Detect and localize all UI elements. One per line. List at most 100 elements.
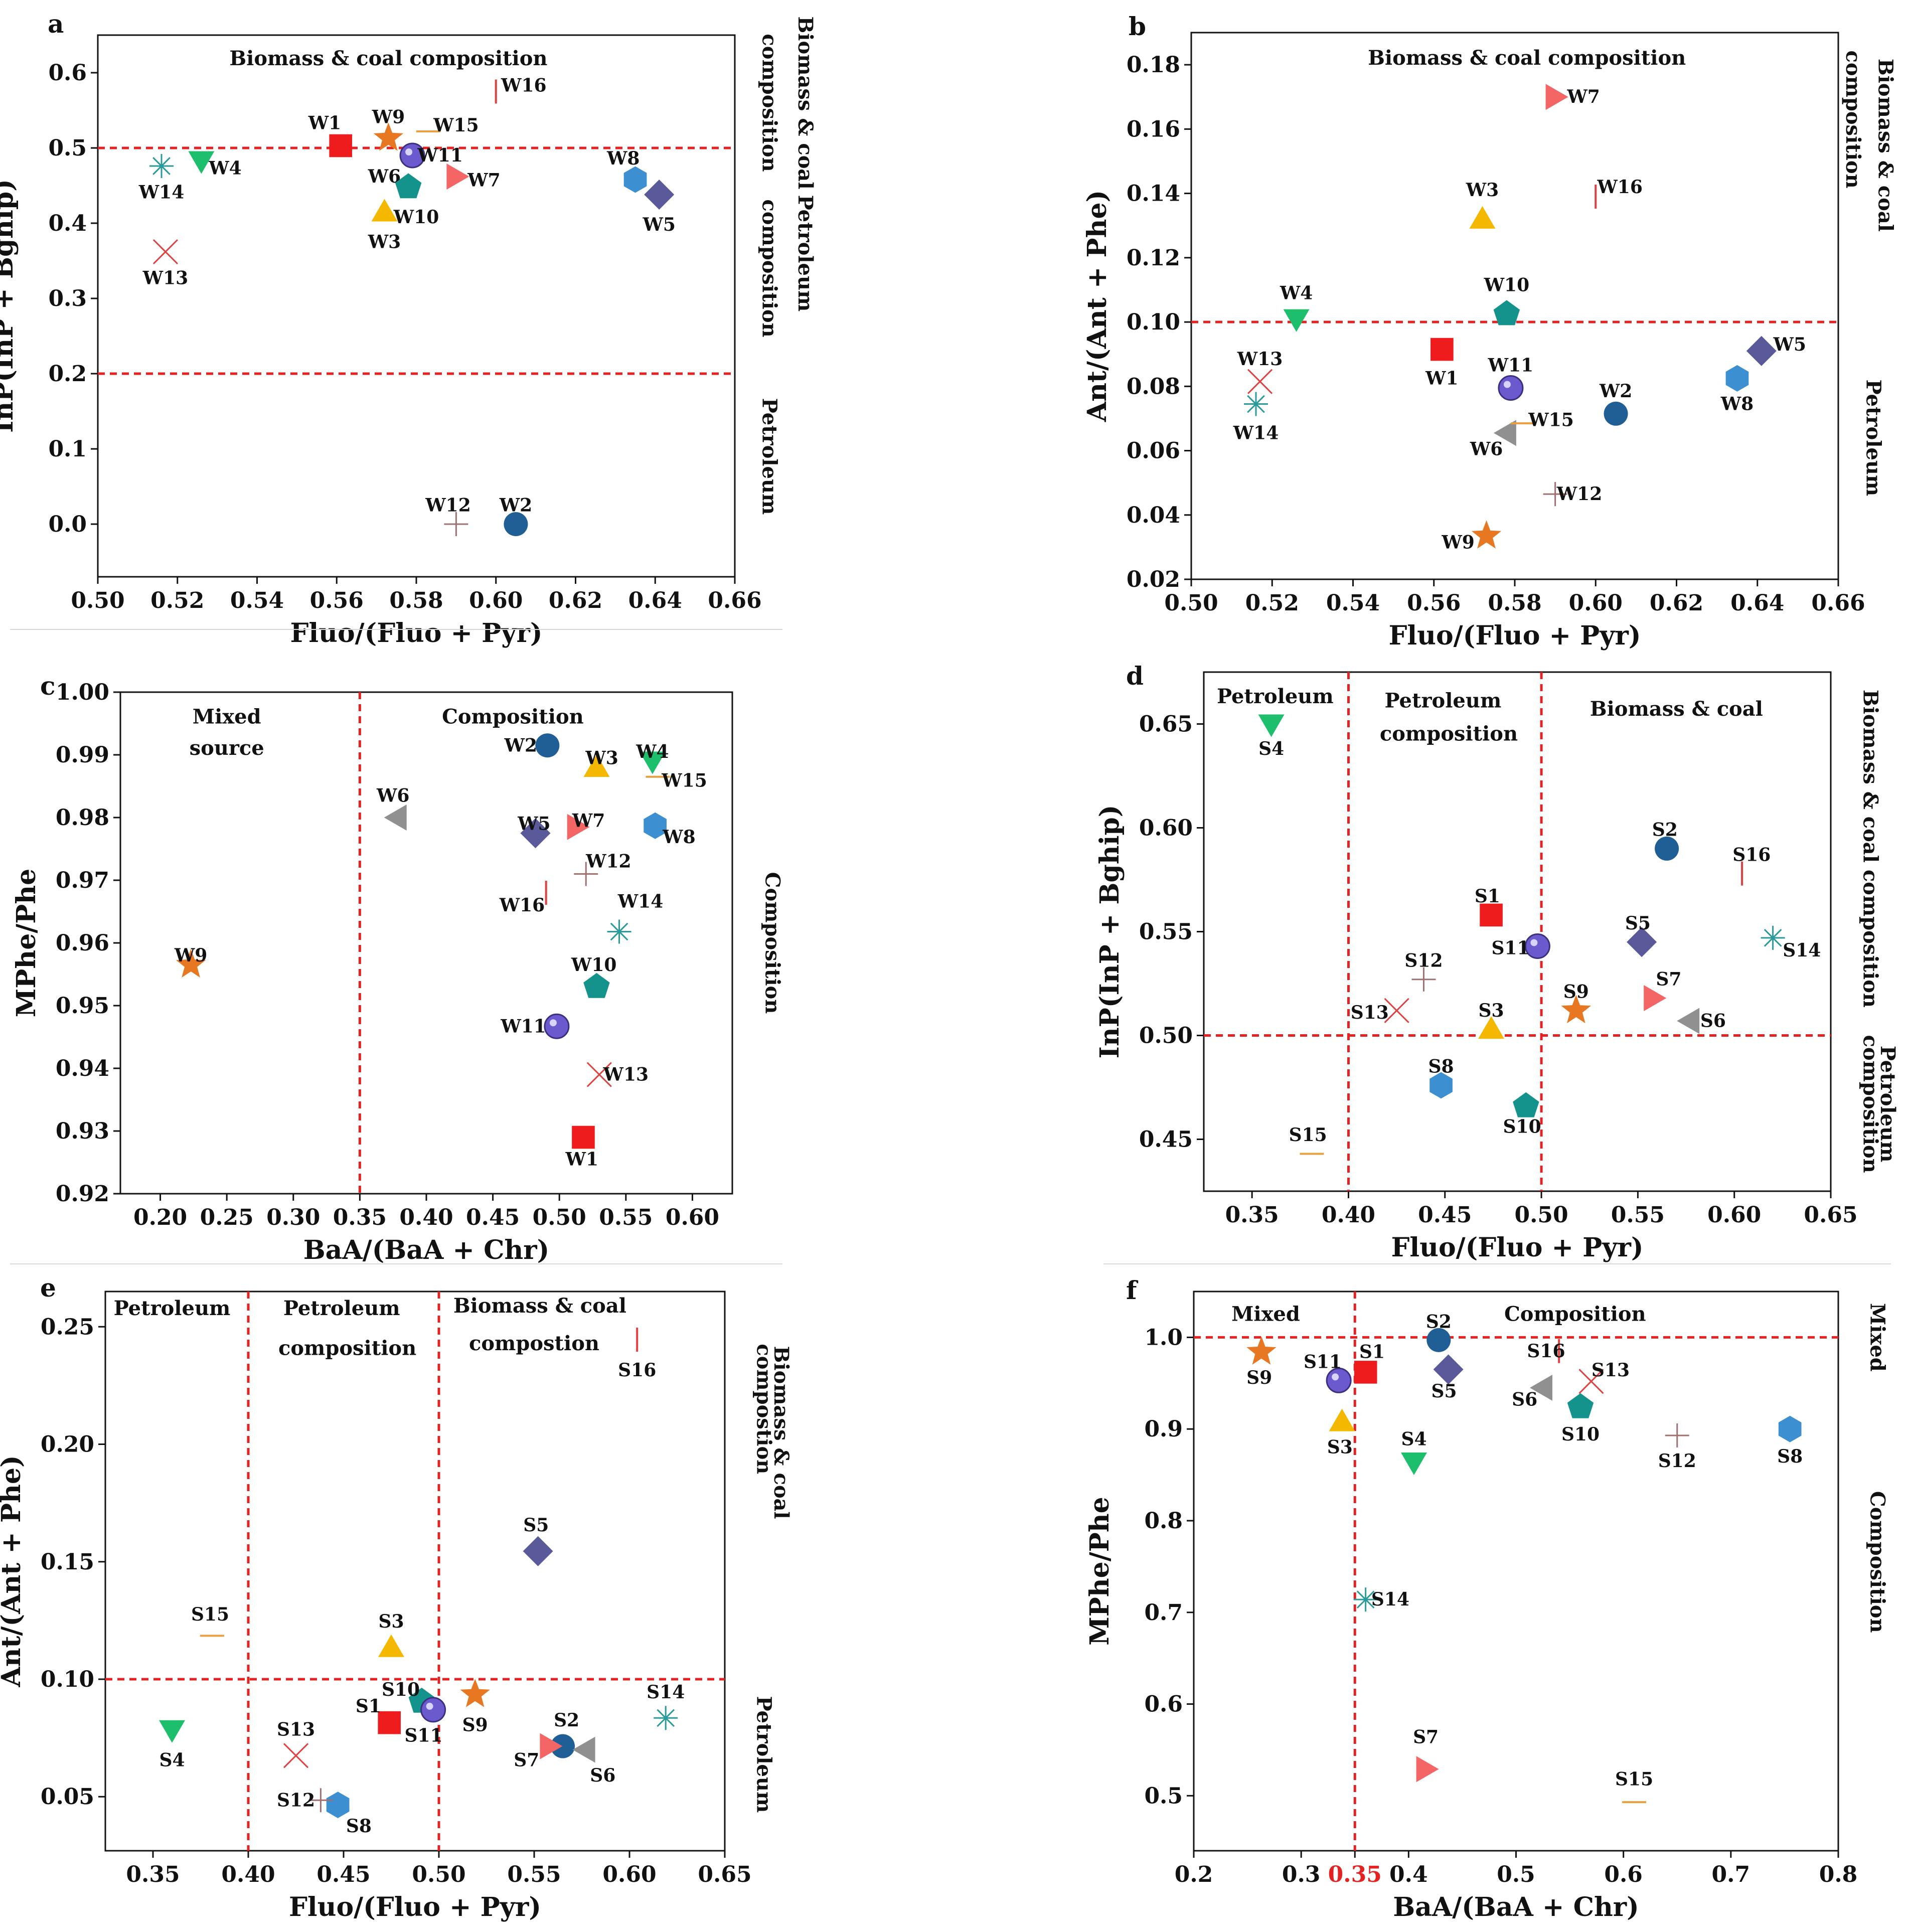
y-tick-label: 0.14 [1127,181,1180,207]
point-marker [373,122,404,151]
point-label: W15 [661,770,707,791]
data-point-s15: S15 [1615,1768,1653,1804]
data-point-s6: S6 [572,1736,615,1786]
point-label: S2 [554,1710,579,1731]
point-marker-highlight [549,1019,557,1027]
x-tick-label: 0.50 [412,1862,465,1887]
x-tick-label: 0.64 [628,588,682,613]
x-tick-label: 0.35 [1225,1202,1279,1228]
data-point-w10: W10 [393,173,439,228]
panel-e: e 0.35 0.40 0.45 0.50 0.55 0.60 0.65 0.05 0.10 0.1… [0,1273,793,1922]
x-tick-label: 0.50 [1514,1202,1568,1228]
x-tick-label: 0.4 [1389,1862,1428,1887]
x-tick-label: 0.60 [602,1862,656,1887]
data-point-s11: S11 [405,1697,446,1746]
point-label: S1 [356,1696,381,1717]
point-marker [399,142,425,169]
data-point-w3: W3 [1466,180,1499,229]
data-point-w4: W4 [188,151,242,179]
data-point-s14: S14 [1761,925,1821,961]
data-point-w15: W15 [1511,410,1574,431]
y-tick-label: 0.05 [41,1784,94,1810]
x-tick-label: 0.35 [1328,1862,1382,1887]
x-tick-label: 0.35 [126,1862,180,1887]
region-label: composition [758,199,781,337]
point-marker [654,1706,678,1730]
point-label: S11 [405,1725,443,1746]
y-tick-label: 0.10 [41,1667,94,1692]
panel-letter: f [1126,1275,1139,1305]
data-point-w8: W8 [644,812,696,848]
point-label: W8 [662,827,695,848]
point-marker [644,180,675,210]
point-marker [1778,1415,1802,1442]
point-label: W4 [1280,282,1313,303]
point-marker [1433,1354,1464,1385]
x-tick-label: 0.62 [549,588,602,613]
y-tick-label: 0.5 [1144,1783,1183,1809]
point-label: W9 [1441,532,1474,553]
region-label: Biomass & coal [453,1294,626,1318]
point-marker [1493,420,1516,446]
x-tick-label: 0.8 [1819,1862,1858,1887]
y-tick-label: 0.96 [56,930,109,956]
point-label: W2 [1599,381,1632,402]
x-tick-label: 0.55 [1611,1202,1665,1228]
data-point-s14: S14 [1353,1587,1409,1612]
point-label: S3 [1327,1437,1353,1458]
data-point-w8: W8 [606,148,647,193]
data-point-s7: S7 [514,1733,563,1771]
region-label: Mixed [1231,1302,1300,1326]
data-point-s3: S3 [378,1611,404,1657]
x-tick-label: 0.60 [469,588,523,613]
point-marker [1665,1423,1689,1447]
x-tick-label: 0.50 [71,588,124,613]
point-label: W4 [635,741,669,762]
point-label: S15 [1615,1768,1653,1790]
x-tick-label: 0.65 [698,1862,751,1887]
data-point-w3: W3 [368,199,401,253]
y-tick-label: 0.9 [1144,1416,1183,1442]
data-point-s8: S8 [1428,1056,1454,1099]
x-tick-label: 0.65 [1804,1202,1857,1228]
point-label: W16 [499,895,545,916]
point-marker [1416,1756,1439,1783]
panel-letter: b [1129,12,1146,41]
point-marker [1498,375,1524,401]
point-marker [395,173,422,199]
data-point-s15: S15 [191,1604,229,1637]
data-point-w12: W12 [574,851,631,886]
point-marker [329,134,352,157]
point-label: S2 [1426,1311,1452,1332]
data-point-w12: W12 [425,495,471,536]
point-marker [583,754,610,777]
point-marker [1411,967,1436,992]
point-marker [1480,903,1503,927]
point-label: W15 [1528,410,1574,431]
point-marker [644,812,667,839]
point-marker [384,804,407,831]
region-label: Biomass & coal [793,16,817,189]
data-point-w5: W5 [642,180,676,235]
region-label: Composition [1865,1491,1889,1633]
y-tick-label: 0.94 [56,1056,109,1081]
data-point-s1: S1 [1475,886,1503,927]
data-point-w14: W14 [607,891,663,944]
y-tick-label: 0.08 [1127,374,1180,399]
point-marker [188,151,215,174]
y-tick-label: 0.93 [56,1118,109,1144]
point-marker [283,1743,309,1768]
point-label: S5 [1431,1381,1457,1402]
point-label: S4 [159,1750,185,1771]
point-marker [1469,206,1496,229]
point-marker [574,862,598,886]
point-marker [1513,1092,1539,1117]
point-marker [623,166,647,193]
plot-frame [119,691,733,1195]
point-label: W16 [1597,177,1643,198]
region-label: source [190,736,264,760]
x-tick-label: 0.58 [389,588,443,613]
point-label: W11 [500,1016,546,1037]
point-label: S13 [1351,1002,1389,1023]
data-point-s12: S12 [1404,950,1443,992]
